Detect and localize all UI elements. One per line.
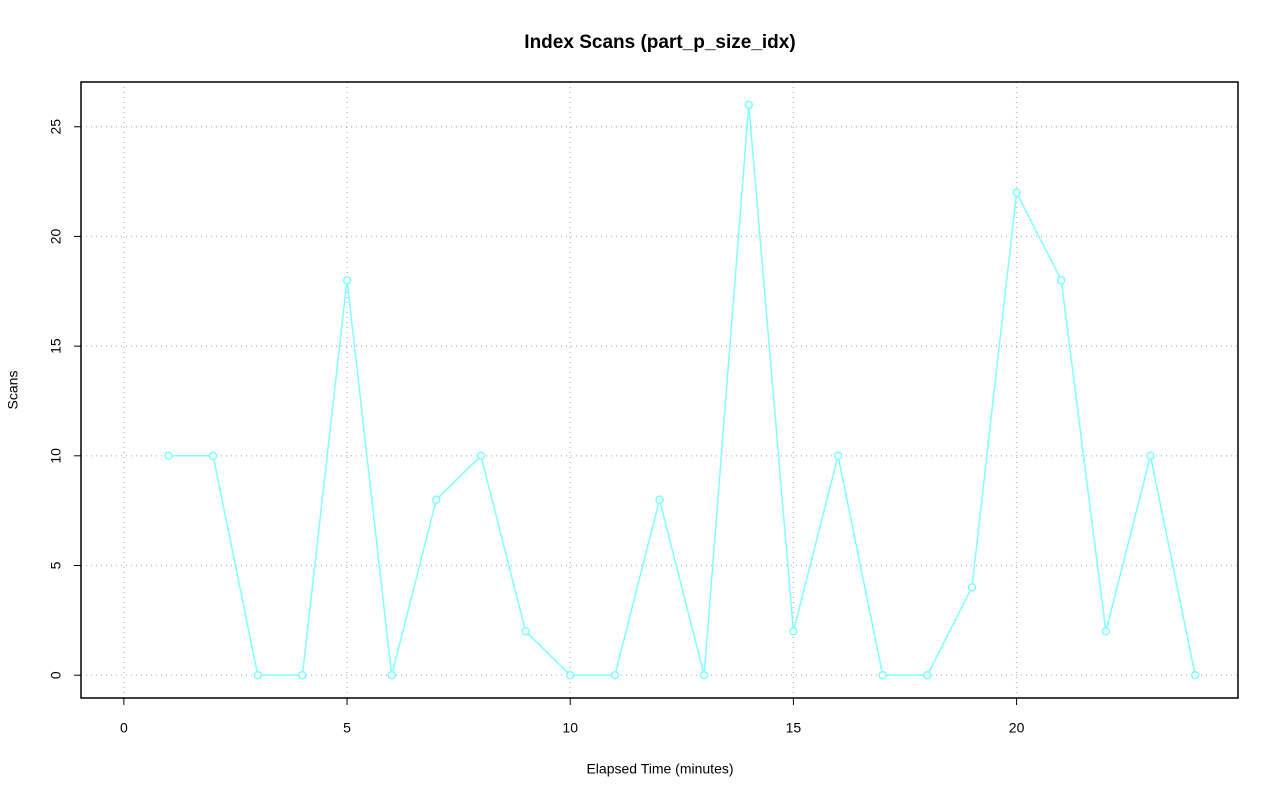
data-point — [655, 495, 664, 504]
data-point — [1146, 451, 1155, 461]
x-tick-label: 20 — [1009, 720, 1025, 736]
data-point — [833, 451, 843, 461]
data-point — [298, 670, 307, 680]
y-tick-label: 0 — [48, 671, 64, 679]
data-point — [387, 670, 396, 680]
plot-frame — [80, 81, 1239, 699]
data-point — [521, 627, 530, 636]
y-tick-label: 5 — [48, 561, 64, 569]
data-point — [476, 451, 486, 461]
chart-title: Index Scans (part_p_size_idx) — [524, 32, 795, 53]
data-point — [164, 451, 173, 461]
data-point — [1056, 276, 1066, 285]
data-point — [432, 495, 441, 504]
x-tick-label: 5 — [343, 720, 351, 736]
data-point — [610, 670, 620, 680]
data-point — [699, 670, 709, 680]
data-point — [789, 627, 798, 636]
data-point — [208, 451, 218, 461]
data-point — [1190, 670, 1200, 680]
x-tick-label: 10 — [562, 720, 578, 736]
data-point — [744, 100, 754, 110]
data-point — [253, 670, 263, 680]
data-point — [565, 670, 575, 680]
data-point — [967, 583, 977, 592]
x-axis-label: Elapsed Time (minutes) — [586, 761, 733, 777]
data-point — [1012, 188, 1021, 197]
x-tick-label: 15 — [786, 720, 802, 736]
y-tick-label: 15 — [48, 338, 64, 354]
y-tick-label: 25 — [48, 119, 64, 135]
data-point — [878, 670, 887, 680]
series-line — [168, 104, 1196, 676]
data-point — [923, 670, 932, 680]
x-tick-label: 0 — [120, 720, 128, 736]
y-tick-label: 20 — [48, 228, 64, 244]
data-point — [1101, 627, 1111, 636]
y-axis-label: Scans — [5, 371, 21, 410]
data-point — [342, 276, 352, 285]
y-tick-label: 10 — [48, 448, 64, 464]
